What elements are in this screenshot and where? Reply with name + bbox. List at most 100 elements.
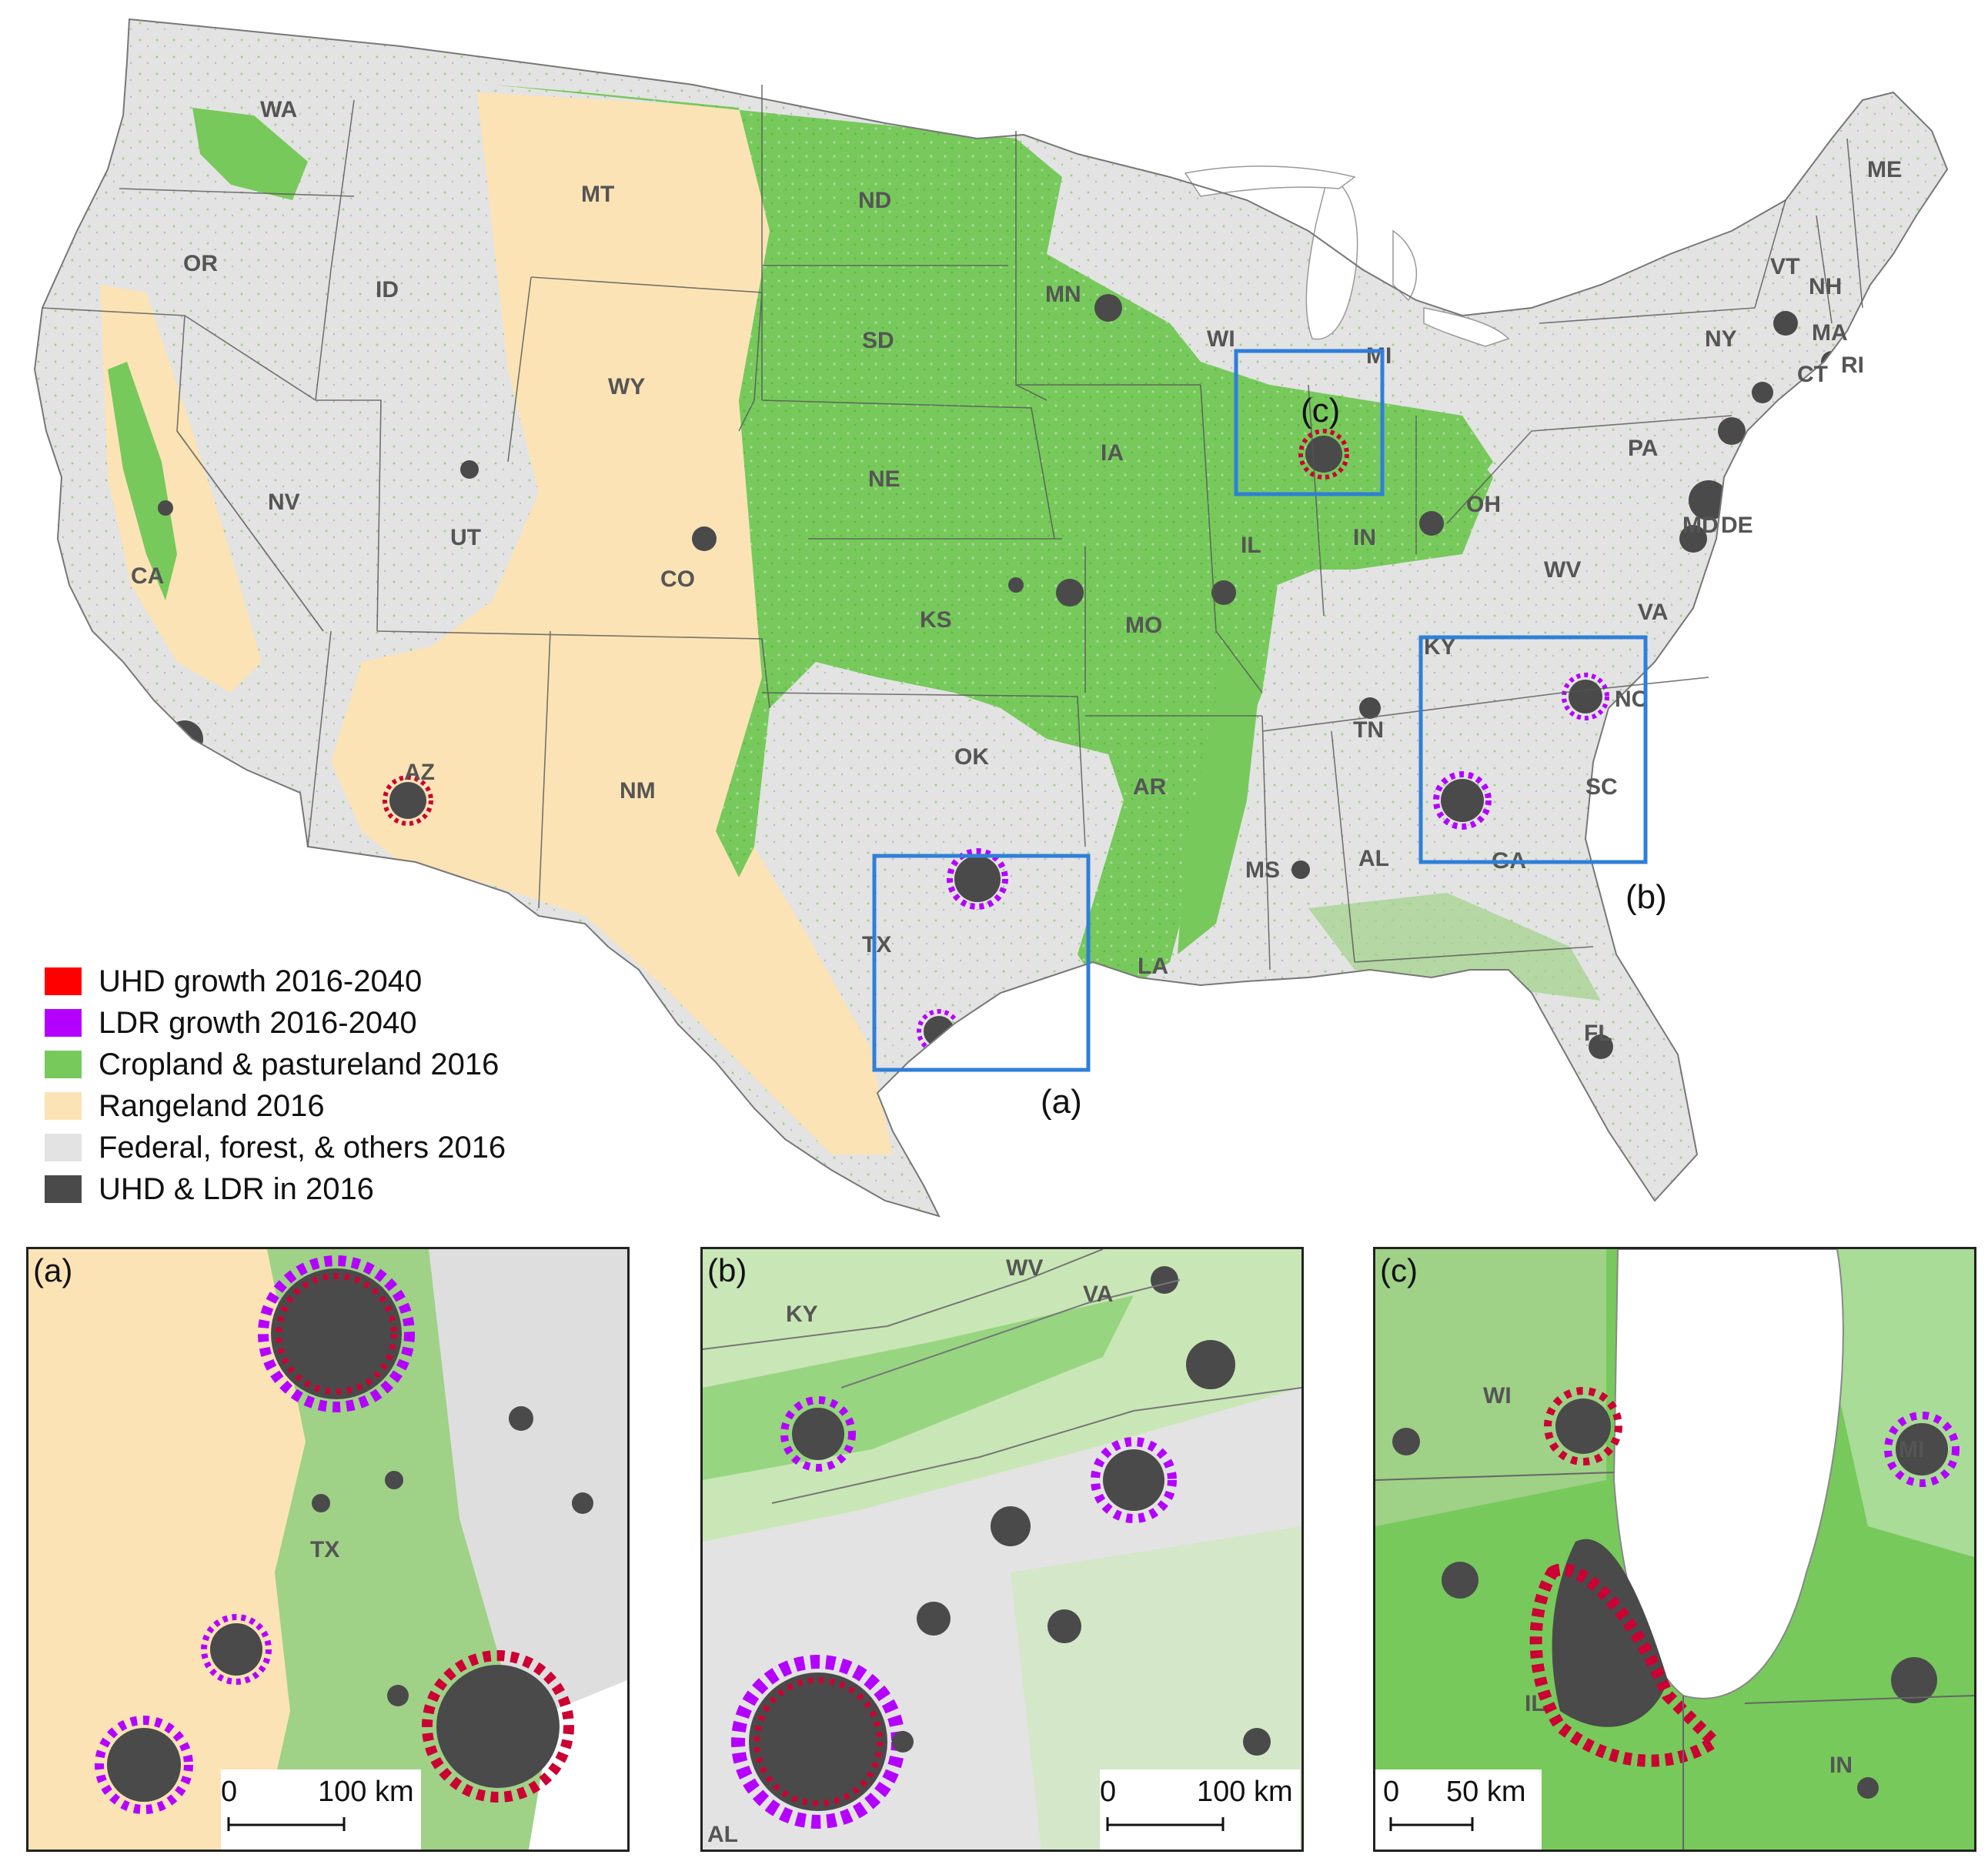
- legend-item: UHD growth 2016-2040: [45, 961, 506, 1002]
- inset-label-b: (b): [1625, 878, 1667, 916]
- state-label-al: AL: [1358, 846, 1389, 871]
- legend-item: UHD & LDR in 2016: [45, 1168, 506, 1210]
- state-label-nh: NH: [1809, 274, 1842, 299]
- inset-box-a[interactable]: [872, 854, 1091, 1072]
- state-label-ri: RI: [1841, 353, 1864, 378]
- great-lakes: [1184, 165, 1510, 347]
- legend-label: Cropland & pastureland 2016: [99, 1047, 500, 1081]
- state-label-ok: OK: [954, 744, 989, 770]
- state-label-nm: NM: [620, 778, 656, 804]
- state-label-tn: TN: [1353, 717, 1384, 743]
- state-label-ca: CA: [131, 563, 164, 589]
- state-label-id: ID: [376, 277, 399, 302]
- state-label-ia: IA: [1101, 440, 1124, 466]
- rangeland-west: [331, 92, 893, 1155]
- lake-erie: [1423, 307, 1510, 347]
- main-map: WA OR CA ID NV MT WY UT AZ CO NM ND SD N…: [34, 18, 1948, 1217]
- scale-bar: 0 100 km: [221, 1769, 421, 1850]
- legend-label: UHD growth 2016-2040: [99, 964, 423, 998]
- state-label-ks: KS: [920, 607, 952, 633]
- panel-a-map: TX: [28, 1249, 627, 1850]
- state-label-ms: MS: [1245, 857, 1280, 883]
- scale-distance: 100 km: [318, 1776, 414, 1808]
- panel-b-letter: (b): [707, 1252, 747, 1288]
- urban-clusters: [158, 294, 1843, 1059]
- state-label-wa: WA: [260, 97, 297, 122]
- state-label-az: AZ: [404, 760, 435, 785]
- state-label-or: OR: [183, 251, 218, 276]
- state-borders: [42, 85, 1863, 971]
- legend-label: LDR growth 2016-2040: [99, 1005, 417, 1040]
- lake-superior: [1184, 165, 1356, 197]
- inset-panel-a: TX (a) 0 100 km: [26, 1247, 630, 1852]
- cropland-plains: [493, 85, 1493, 1001]
- legend-swatch: [45, 967, 82, 995]
- state-label-va: VA: [1638, 600, 1668, 625]
- panel-c-state-il: IL: [1525, 1691, 1545, 1716]
- state-label-md: MD: [1682, 513, 1719, 538]
- panel-b-state-al: AL: [707, 1822, 738, 1847]
- scale-distance: 100 km: [1197, 1776, 1293, 1808]
- cropland-mississippi: [1178, 662, 1262, 954]
- state-label-wv: WV: [1544, 557, 1581, 583]
- state-label-mo: MO: [1125, 613, 1162, 638]
- panel-b-state-va: VA: [1083, 1282, 1113, 1307]
- rangeland-california: [100, 285, 262, 693]
- panel-b-map: WV VA KY AL: [703, 1249, 1301, 1850]
- state-label-pa: PA: [1628, 436, 1658, 461]
- state-label-de: DE: [1721, 513, 1753, 538]
- panel-a-letter: (a): [33, 1252, 73, 1288]
- inset-label-c: (c): [1301, 392, 1340, 429]
- panel-c-state-in: IN: [1829, 1753, 1853, 1778]
- cropland-northwest: [192, 108, 308, 200]
- scale-bar-line: [1106, 1817, 1225, 1831]
- state-label-ut: UT: [450, 525, 481, 550]
- state-label-mt: MT: [581, 182, 614, 207]
- state-label-nc: NC: [1615, 687, 1648, 712]
- state-label-mn: MN: [1045, 282, 1081, 307]
- scale-bar-line: [1389, 1817, 1474, 1831]
- legend-swatch: [45, 1092, 82, 1120]
- state-label-wi: WI: [1207, 326, 1235, 352]
- scale-bar: 0 50 km: [1375, 1769, 1542, 1850]
- inset-box-c[interactable]: [1234, 349, 1385, 496]
- state-label-ar: AR: [1133, 774, 1167, 800]
- inset-label-a: (a): [1041, 1083, 1082, 1121]
- state-label-wy: WY: [608, 374, 645, 399]
- state-label-la: LA: [1138, 954, 1168, 979]
- state-label-tx: TX: [862, 932, 891, 957]
- scale-zero: 0: [221, 1776, 238, 1808]
- legend-item: Federal, forest, & others 2016: [45, 1127, 506, 1168]
- state-label-ma: MA: [1812, 320, 1848, 346]
- scale-zero: 0: [1100, 1776, 1117, 1808]
- state-label-in: IN: [1353, 525, 1376, 550]
- state-label-sd: SD: [862, 328, 894, 353]
- state-label-sc: SC: [1585, 774, 1618, 800]
- legend-label: Rangeland 2016: [99, 1088, 325, 1123]
- cropland-central-valley: [108, 362, 177, 600]
- state-label-il: IL: [1241, 533, 1261, 558]
- state-label-fl: FL: [1584, 1021, 1612, 1046]
- state-label-ny: NY: [1705, 326, 1737, 352]
- panel-c-letter: (c): [1380, 1252, 1418, 1288]
- panel-c-state-wi: WI: [1483, 1383, 1512, 1409]
- inset-panel-c: WI MI IL IN (c) 0 50 km: [1373, 1247, 1976, 1852]
- inset-box-b[interactable]: [1418, 635, 1648, 864]
- state-label-ct: CT: [1797, 362, 1828, 387]
- inset-panel-b: WV VA KY AL (b) 0 100 km: [700, 1247, 1304, 1852]
- panel-b-state-ky: KY: [786, 1302, 818, 1327]
- scale-distance: 50 km: [1446, 1776, 1526, 1808]
- legend-swatch: [45, 1009, 82, 1037]
- scale-bar: 0 100 km: [1100, 1769, 1300, 1850]
- lake-huron: [1392, 229, 1418, 302]
- state-label-ne: NE: [868, 466, 900, 492]
- legend-label: Federal, forest, & others 2016: [99, 1130, 506, 1165]
- legend-item: Cropland & pastureland 2016: [45, 1044, 506, 1085]
- state-label-nv: NV: [268, 490, 300, 515]
- state-label-vt: VT: [1770, 254, 1799, 279]
- state-label-me: ME: [1867, 157, 1902, 182]
- cropland-southeast: [1308, 893, 1601, 1001]
- state-labels: WA OR CA ID NV MT WY UT AZ CO NM ND SD N…: [131, 97, 1902, 1046]
- state-label-co: CO: [660, 566, 695, 592]
- panel-a-state-tx: TX: [310, 1537, 339, 1562]
